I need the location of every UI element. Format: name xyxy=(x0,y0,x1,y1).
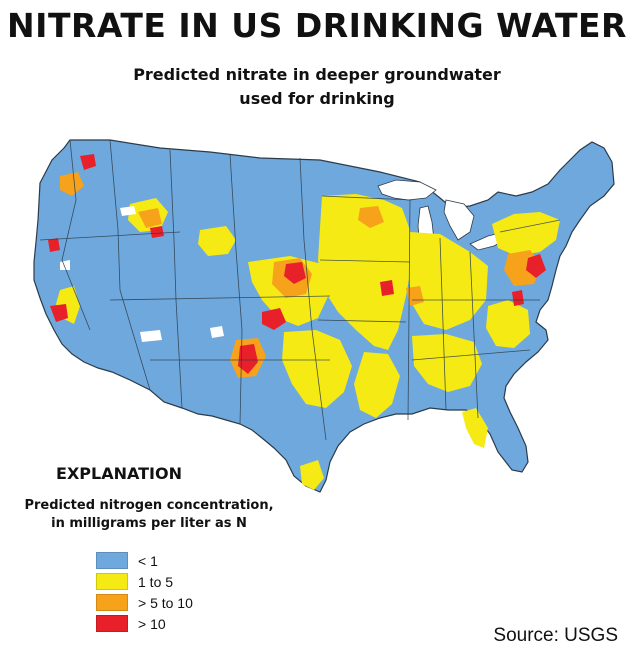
legend-label-lt-1: < 1 xyxy=(138,552,158,569)
legend-swatch-gt-10 xyxy=(96,615,128,632)
legend-swatch-5-to-10 xyxy=(96,594,128,611)
legend-label-gt-10: > 10 xyxy=(138,615,166,632)
legend-item-lt-1: < 1 xyxy=(96,550,193,571)
legend-subtitle: Predicted nitrogen concentration, in mil… xyxy=(24,497,274,533)
source-credit: Source: USGS xyxy=(493,625,618,646)
legend-label-5-to-10: > 5 to 10 xyxy=(138,594,193,611)
legend-title: EXPLANATION xyxy=(56,464,182,483)
zone-over-10 xyxy=(48,154,546,374)
legend-subtitle-line-1: Predicted nitrogen concentration, xyxy=(24,498,274,513)
legend-item-5-to-10: > 5 to 10 xyxy=(96,592,193,613)
legend-label-1-to-5: 1 to 5 xyxy=(138,573,174,590)
legend-subtitle-line-2: in milligrams per liter as N xyxy=(51,516,247,531)
map-subtitle-line-1: Predicted nitrate in deeper groundwater xyxy=(133,65,501,84)
map-subtitle: Predicted nitrate in deeper groundwater … xyxy=(0,63,634,111)
no-data-patches xyxy=(60,206,224,342)
state-boundaries xyxy=(39,139,561,441)
map-subtitle-line-2: used for drinking xyxy=(239,89,395,108)
legend-item-1-to-5: 1 to 5 xyxy=(96,571,193,592)
legend-swatch-1-to-5 xyxy=(96,573,128,590)
legend-swatch-lt-1 xyxy=(96,552,128,569)
legend-item-gt-10: > 10 xyxy=(96,613,193,634)
headline: NITRATE IN US DRINKING WATER xyxy=(7,6,627,45)
legend-items: < 1 1 to 5 > 5 to 10 > 10 xyxy=(96,550,193,634)
lake-superior xyxy=(377,179,437,201)
legend: EXPLANATION Predicted nitrogen concentra… xyxy=(24,464,284,632)
lake-huron xyxy=(443,199,475,241)
